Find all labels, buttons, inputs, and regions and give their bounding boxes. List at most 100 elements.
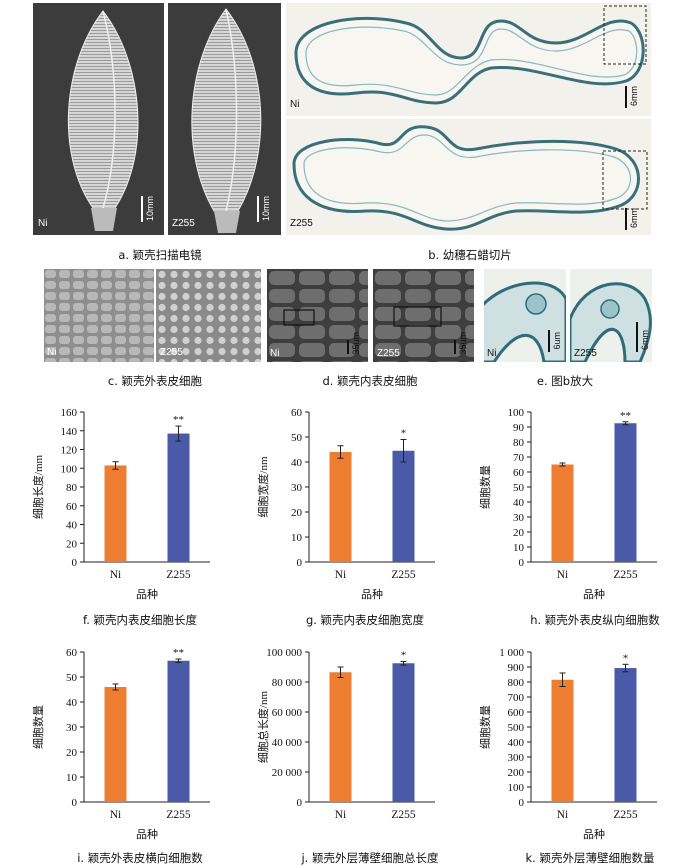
category-label: Z255 [166, 569, 191, 581]
caption-a: a. 颖壳扫描电镜 [118, 248, 202, 262]
x-axis-label: 品种 [136, 827, 158, 841]
scale-bar-b-ni [625, 86, 627, 108]
enlarged-z255-illustration [570, 282, 652, 362]
y-tick-label: 10 [291, 532, 303, 544]
y-tick-label: 30 [513, 512, 525, 524]
caption-g: g. 颖壳内表皮细胞宽度 [305, 613, 425, 627]
section-photo-z255 [286, 119, 651, 235]
outer-epidermis-photo-ni [44, 269, 154, 362]
scale-bar-e-z255 [636, 322, 638, 352]
x-axis-label: 品种 [361, 587, 383, 601]
category-label: Ni [557, 569, 569, 581]
y-tick-label: 100 [508, 407, 525, 419]
scale-label-d-z255: 35um [458, 332, 468, 355]
chart-i: 0 10 20 30 40 50 60 Ni ** Z255 品种 细胞数量 [32, 647, 210, 841]
caption-e: e. 图b放大 [536, 374, 594, 388]
y-tick-label: 0 [297, 797, 303, 809]
y-tick-label: 70 [513, 452, 525, 464]
y-tick-label: 80 [513, 437, 525, 449]
bar-z255 [167, 660, 190, 802]
y-tick-label: 50 [291, 432, 303, 444]
enlarged-photo-z255 [570, 269, 652, 362]
scale-label-e-z255: 6mm [640, 330, 650, 350]
y-tick-label: 20 [291, 507, 303, 519]
scale-label-d-ni: 35um [351, 332, 361, 355]
significance-label: * [401, 428, 407, 440]
y-tick-label: 1 000 [499, 647, 524, 659]
scale-bar-a-ni [141, 196, 143, 222]
scale-bar-b-z255 [625, 208, 627, 230]
y-tick-label: 60 [66, 647, 78, 659]
y-tick-label: 700 [508, 692, 525, 704]
y-axis-label: 细胞数量 [479, 705, 492, 749]
y-tick-label: 0 [519, 797, 525, 809]
sem-photo-ni [33, 3, 164, 235]
caption-b: b. 幼穗石蜡切片 [428, 248, 512, 262]
scale-bar-a-z255 [257, 196, 259, 222]
x-axis-label: 品种 [136, 587, 158, 601]
scale-label-a-z255: 10mm [261, 196, 271, 222]
scale-label-b-ni: 6mm [629, 86, 639, 106]
y-tick-label: 60 [66, 501, 78, 513]
label-a-z255: Z255 [172, 218, 195, 229]
y-tick-label: 80 [66, 482, 78, 494]
section-ni-illustration [294, 5, 647, 105]
label-e-z255: Z255 [574, 348, 597, 359]
y-tick-label: 600 [508, 707, 525, 719]
caption-k: k. 颖壳外层薄壁细胞数量 [525, 851, 655, 865]
label-a-ni: Ni [38, 218, 48, 229]
category-label: Ni [335, 569, 347, 581]
y-tick-label: 900 [508, 662, 525, 674]
y-tick-label: 10 [513, 542, 525, 554]
chart-k: 0 100 200 300 400 500 600 700 800 900 1 000 Ni * Z255… [479, 647, 657, 841]
glume-z255-illustration [168, 3, 281, 235]
y-tick-label: 60 [291, 407, 303, 419]
significance-label: ** [173, 647, 184, 659]
y-tick-label: 10 [66, 772, 78, 784]
category-label: Z255 [391, 809, 416, 821]
caption-j: j. 颖壳外层薄壁细胞总长度 [301, 851, 439, 865]
enlarged-ni-illustration [484, 281, 566, 362]
x-axis-label: 品种 [583, 587, 605, 601]
y-tick-label: 60 [513, 467, 525, 479]
category-label: Z255 [613, 569, 638, 581]
section-z255-illustration [292, 125, 648, 231]
label-d-ni: Ni [270, 348, 280, 359]
y-tick-label: 40 [513, 497, 525, 509]
significance-label: * [401, 649, 407, 661]
y-axis-label: 细胞总长度/nm [256, 691, 270, 764]
category-label: Ni [557, 809, 569, 821]
y-tick-label: 100 000 [266, 647, 302, 659]
label-c-ni: Ni [47, 347, 57, 358]
y-tick-label: 500 [508, 722, 525, 734]
chart-g: 0 10 20 30 40 50 60 Ni * Z255 品种 细胞宽度/nm [256, 407, 435, 601]
label-b-ni: Ni [290, 99, 300, 110]
bar-ni [329, 672, 352, 802]
significance-label: ** [620, 410, 631, 422]
chart-f: 0 20 40 60 80 100 120 140 160 Ni ** Z255 品种 细胞长度/mm [31, 407, 210, 601]
y-tick-label: 200 [508, 767, 525, 779]
y-tick-label: 50 [513, 482, 525, 494]
scale-bar-e-ni [548, 330, 550, 352]
category-label: Z255 [166, 809, 191, 821]
y-tick-label: 400 [508, 737, 525, 749]
y-tick-label: 100 [508, 782, 525, 794]
chart-h: 0 10 20 30 40 50 60 70 80 90 100 Ni ** Z255 品种 细胞数量 [479, 407, 657, 601]
y-tick-label: 160 [61, 407, 78, 419]
inner-epidermis-photo-ni [267, 269, 368, 362]
caption-i: i. 颖壳外表皮横向细胞数 [77, 851, 203, 865]
section-photo-ni [286, 3, 651, 116]
y-tick-label: 20 000 [272, 767, 303, 779]
label-c-z255: Z255 [160, 347, 183, 358]
glume-ni-illustration [33, 3, 164, 235]
y-tick-label: 20 [66, 538, 78, 550]
inner-epidermis-ni-texture [267, 269, 368, 362]
significance-label: * [623, 652, 629, 664]
y-tick-label: 50 [66, 672, 78, 684]
bar-ni [551, 464, 574, 562]
y-tick-label: 90 [513, 422, 525, 434]
y-axis-label: 细胞数量 [479, 465, 492, 509]
outer-epidermis-ni-texture [44, 269, 154, 362]
category-label: Ni [335, 809, 347, 821]
category-label: Z255 [391, 569, 416, 581]
